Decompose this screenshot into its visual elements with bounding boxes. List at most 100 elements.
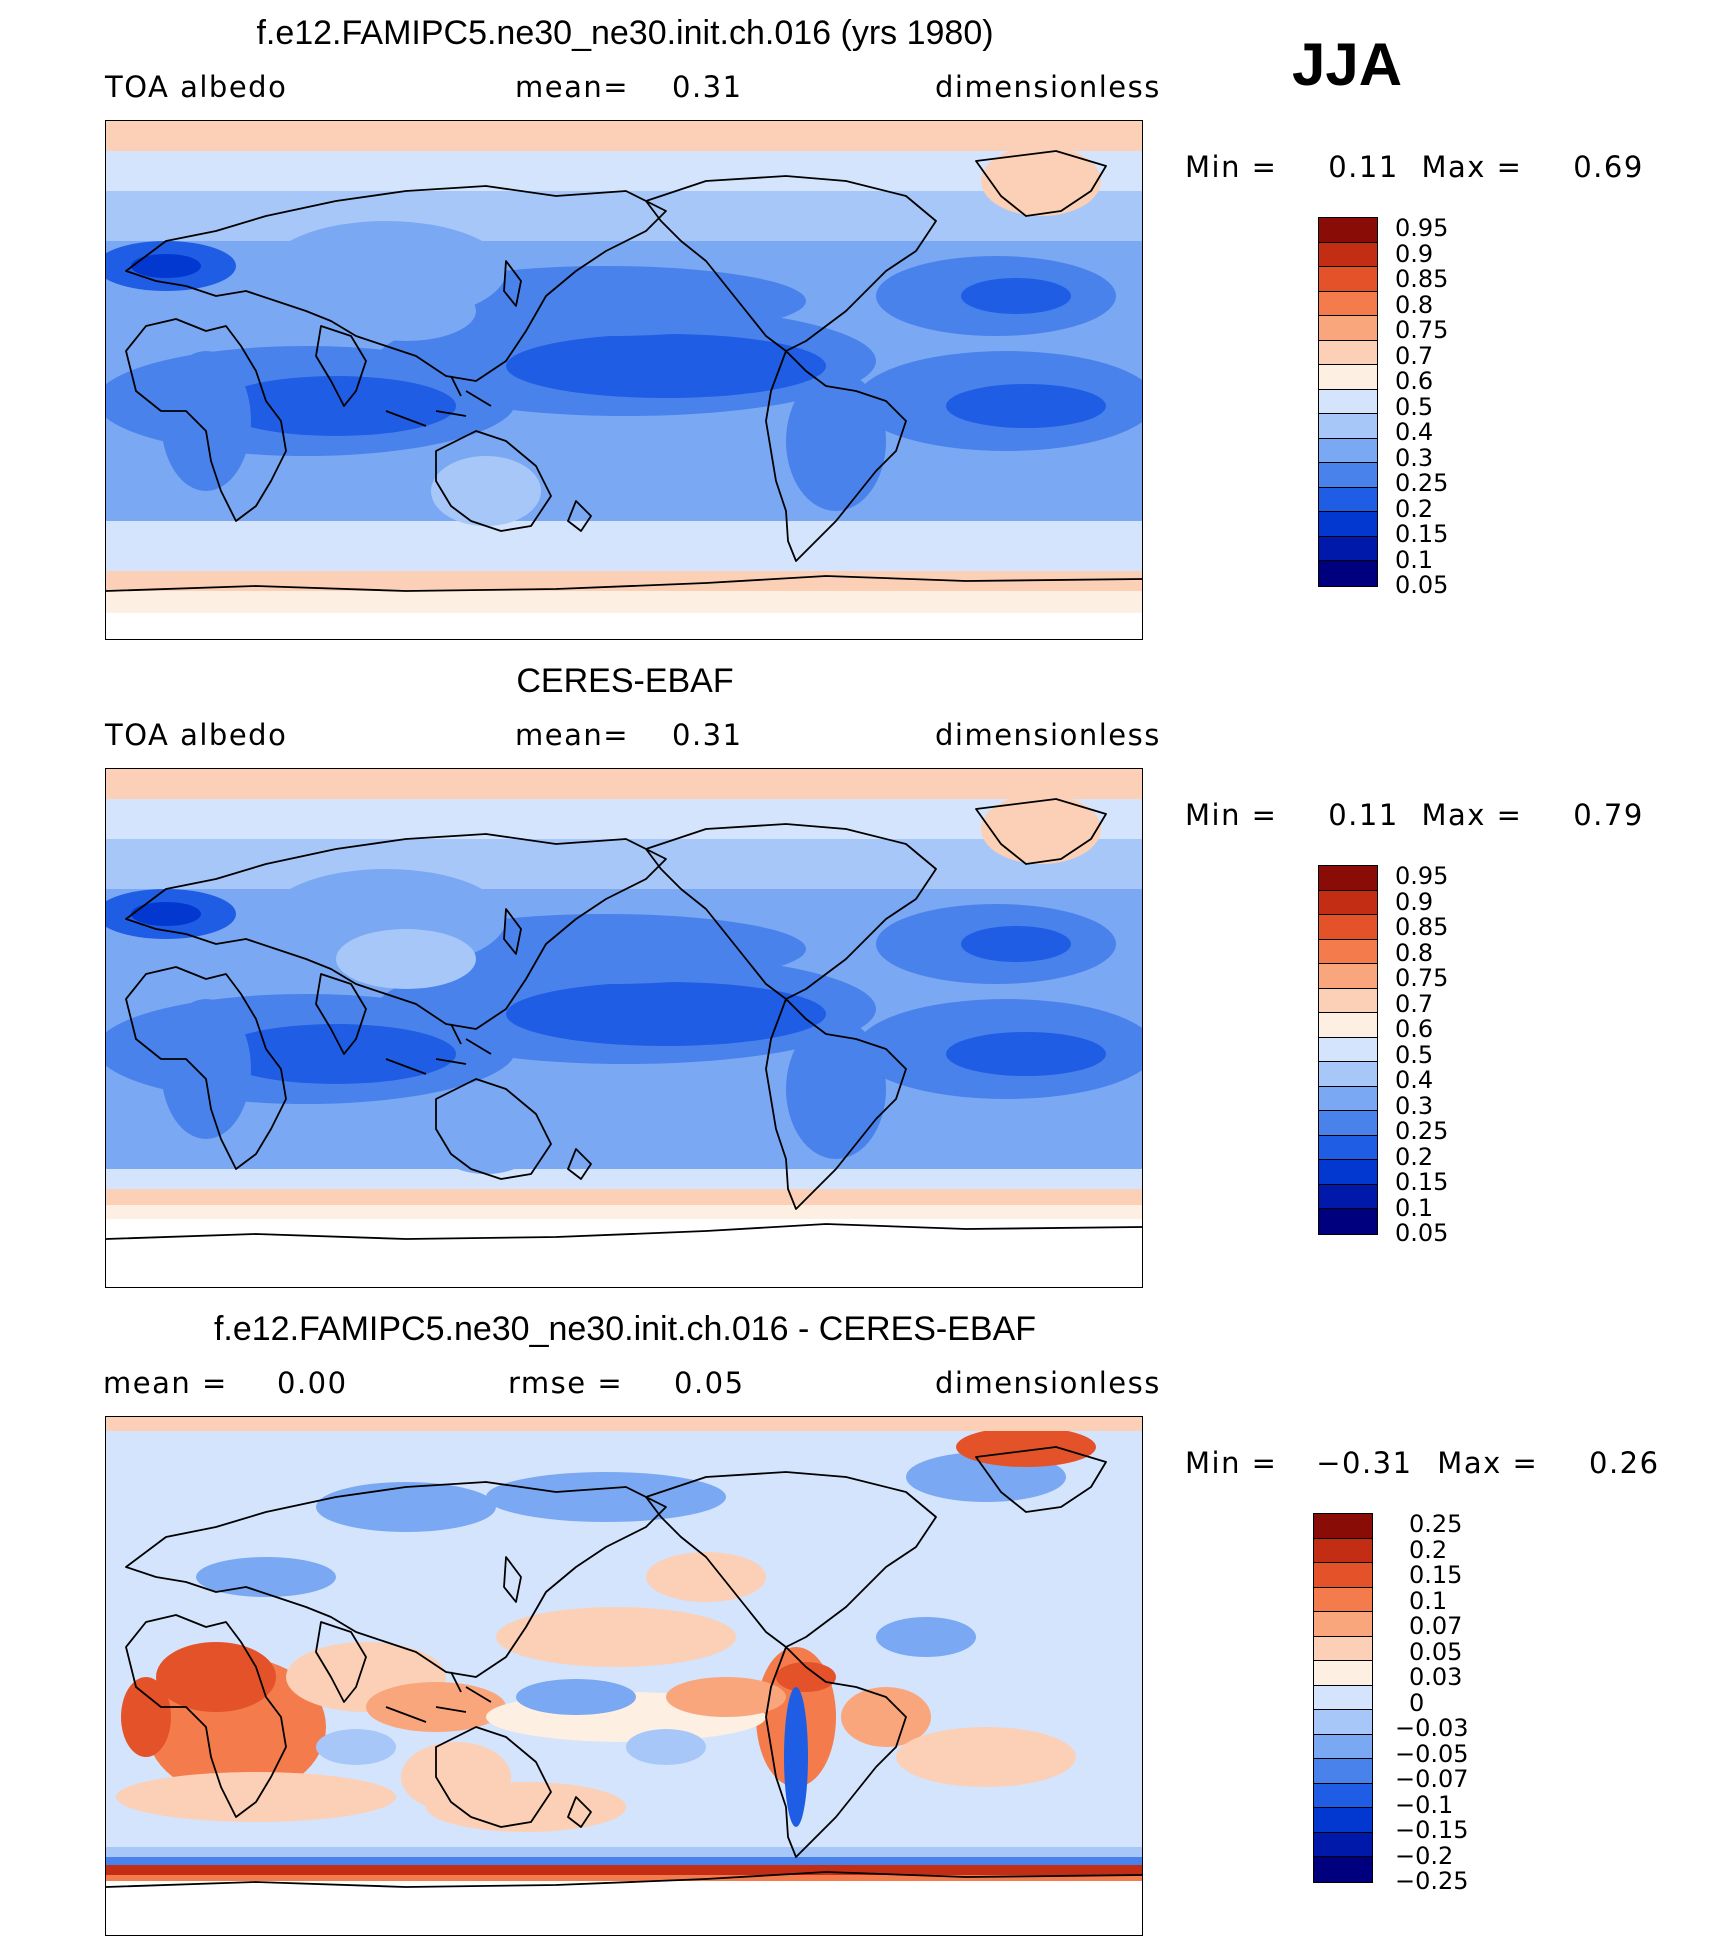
panel-title: CERES-EBAF [516, 662, 734, 700]
colorbar-tick-label: 0.3 [1395, 1091, 1434, 1120]
mean-label: mean= [515, 70, 630, 104]
colorbar-tick-label: 0.05 [1395, 571, 1449, 599]
colorbar-tick-label: 0.25 [1395, 469, 1449, 497]
map-plot [105, 1416, 1143, 1936]
colorbar-swatch [1314, 1710, 1372, 1735]
colorbar-tick-label: 0.1 [1409, 1586, 1448, 1615]
colorbar-tick-label: 0.2 [1395, 494, 1434, 523]
colorbar [1318, 217, 1378, 587]
colorbar-swatch [1319, 340, 1377, 365]
colorbar-tick-label: 0.75 [1395, 964, 1449, 992]
max-label: Max = [1421, 798, 1523, 832]
colorbar-labels: 0.95 0.9 0.85 0.8 0.75 0.7 0.6 0.5 0.4 0.3 0.25 0.2… [1395, 862, 1449, 1247]
colorbar-swatch [1319, 389, 1377, 414]
colorbar-tick-label: 0.5 [1395, 1040, 1434, 1069]
colorbar-swatch [1314, 1636, 1372, 1661]
colorbar-swatch [1319, 1111, 1377, 1136]
colorbar-swatch [1319, 939, 1377, 964]
colorbar-tick-label: 0.9 [1395, 887, 1434, 916]
min-max-readout: Min = 0.11 Max = 0.69 [1185, 150, 1644, 184]
colorbar-tick-label: −0.07 [1395, 1765, 1469, 1793]
colorbar-tick-label: 0.6 [1395, 367, 1434, 395]
variable-label: TOA albedo [105, 718, 288, 752]
colorbar-swatch [1319, 890, 1377, 915]
colorbar-swatch [1319, 1013, 1377, 1038]
colorbar-swatch [1314, 1857, 1372, 1882]
panel-title: f.e12.FAMIPC5.ne30_ne30.init.ch.016 (yrs… [256, 14, 994, 52]
colorbar-swatch [1319, 463, 1377, 488]
colorbar-swatch [1319, 866, 1377, 891]
min-label: Min = [1185, 798, 1278, 832]
colorbar-swatch [1319, 512, 1377, 537]
mean-value: 0.00 [277, 1366, 348, 1400]
colorbar-tick-label: 0.75 [1395, 316, 1449, 344]
max-value: 0.69 [1573, 150, 1644, 184]
units-label: dimensionless [935, 1366, 1161, 1400]
colorbar-tick-label: −0.1 [1395, 1790, 1454, 1819]
colorbar-tick-label: −0.2 [1395, 1841, 1454, 1870]
colorbar-tick-label: 0.3 [1395, 443, 1434, 472]
colorbar-tick-label: 0.85 [1395, 913, 1449, 941]
colorbar-swatch [1319, 316, 1377, 341]
mean-value: 0.31 [672, 718, 743, 752]
colorbar-swatch [1319, 561, 1377, 586]
colorbar-swatch [1314, 1612, 1372, 1637]
min-value: 0.11 [1328, 150, 1399, 184]
min-value: 0.11 [1328, 798, 1399, 832]
colorbar-swatch [1319, 438, 1377, 463]
variable-label: TOA albedo [105, 70, 288, 104]
colorbar-tick-label: 0.25 [1395, 1117, 1449, 1145]
colorbar-tick-label: 0.15 [1395, 1168, 1449, 1196]
colorbar-swatch [1319, 487, 1377, 512]
colorbar-swatch [1319, 218, 1377, 243]
max-label: Max = [1421, 150, 1523, 184]
colorbar-tick-label: 0.8 [1395, 938, 1434, 967]
rmse-label: rmse = [508, 1366, 624, 1400]
max-value: 0.26 [1589, 1446, 1660, 1480]
contour-map [106, 121, 1142, 639]
colorbar-tick-label: 0.2 [1409, 1535, 1448, 1564]
colorbar-tick-label: 0.15 [1395, 520, 1449, 548]
colorbar-swatch [1314, 1832, 1372, 1857]
units-label: dimensionless [935, 70, 1161, 104]
min-label: Min = [1185, 1446, 1278, 1480]
colorbar-swatch [1314, 1685, 1372, 1710]
colorbar-swatch [1319, 414, 1377, 439]
colorbar-swatch [1319, 988, 1377, 1013]
colorbar-swatch [1319, 915, 1377, 940]
colorbar-swatch [1319, 242, 1377, 267]
min-max-readout: Min = 0.11 Max = 0.79 [1185, 798, 1644, 832]
colorbar-tick-label: 0.25 [1409, 1510, 1463, 1538]
colorbar-tick-label: 0.95 [1395, 862, 1449, 890]
colorbar [1318, 865, 1378, 1235]
colorbar-tick-label: 0 [1409, 1688, 1425, 1717]
panel-model: f.e12.FAMIPC5.ne30_ne30.init.ch.016 (yrs… [0, 0, 1710, 650]
colorbar-swatch [1319, 1160, 1377, 1185]
colorbar-tick-label: 0.2 [1395, 1142, 1434, 1171]
map-plot [105, 768, 1143, 1288]
colorbar-swatch [1319, 365, 1377, 390]
colorbar-tick-label: 0.4 [1395, 1066, 1434, 1094]
colorbar-swatch [1319, 1135, 1377, 1160]
map-plot [105, 120, 1143, 640]
mean-label: mean = [103, 1366, 228, 1400]
colorbar-swatch [1319, 536, 1377, 561]
min-value: −0.31 [1316, 1446, 1413, 1480]
min-label: Min = [1185, 150, 1278, 184]
panel-observation: CERES-EBAF TOA albedo mean= 0.31 dimensi… [0, 648, 1710, 1298]
colorbar-tick-label: −0.25 [1395, 1867, 1469, 1895]
colorbar-swatch [1314, 1783, 1372, 1808]
colorbar-swatch [1319, 1209, 1377, 1234]
colorbar-tick-label: 0.7 [1395, 989, 1434, 1018]
colorbar-swatch [1319, 1184, 1377, 1209]
season-label: JJA [1292, 31, 1403, 98]
max-value: 0.79 [1573, 798, 1644, 832]
contour-map [106, 769, 1142, 1287]
colorbar-swatch [1319, 1062, 1377, 1087]
min-max-readout: Min = −0.31 Max = 0.26 [1185, 1446, 1660, 1480]
colorbar-swatch [1314, 1661, 1372, 1686]
mean-value: 0.31 [672, 70, 743, 104]
colorbar-tick-label: 0.6 [1395, 1015, 1434, 1043]
rmse-value: 0.05 [674, 1366, 745, 1400]
colorbar-tick-label: 0.5 [1395, 392, 1434, 421]
